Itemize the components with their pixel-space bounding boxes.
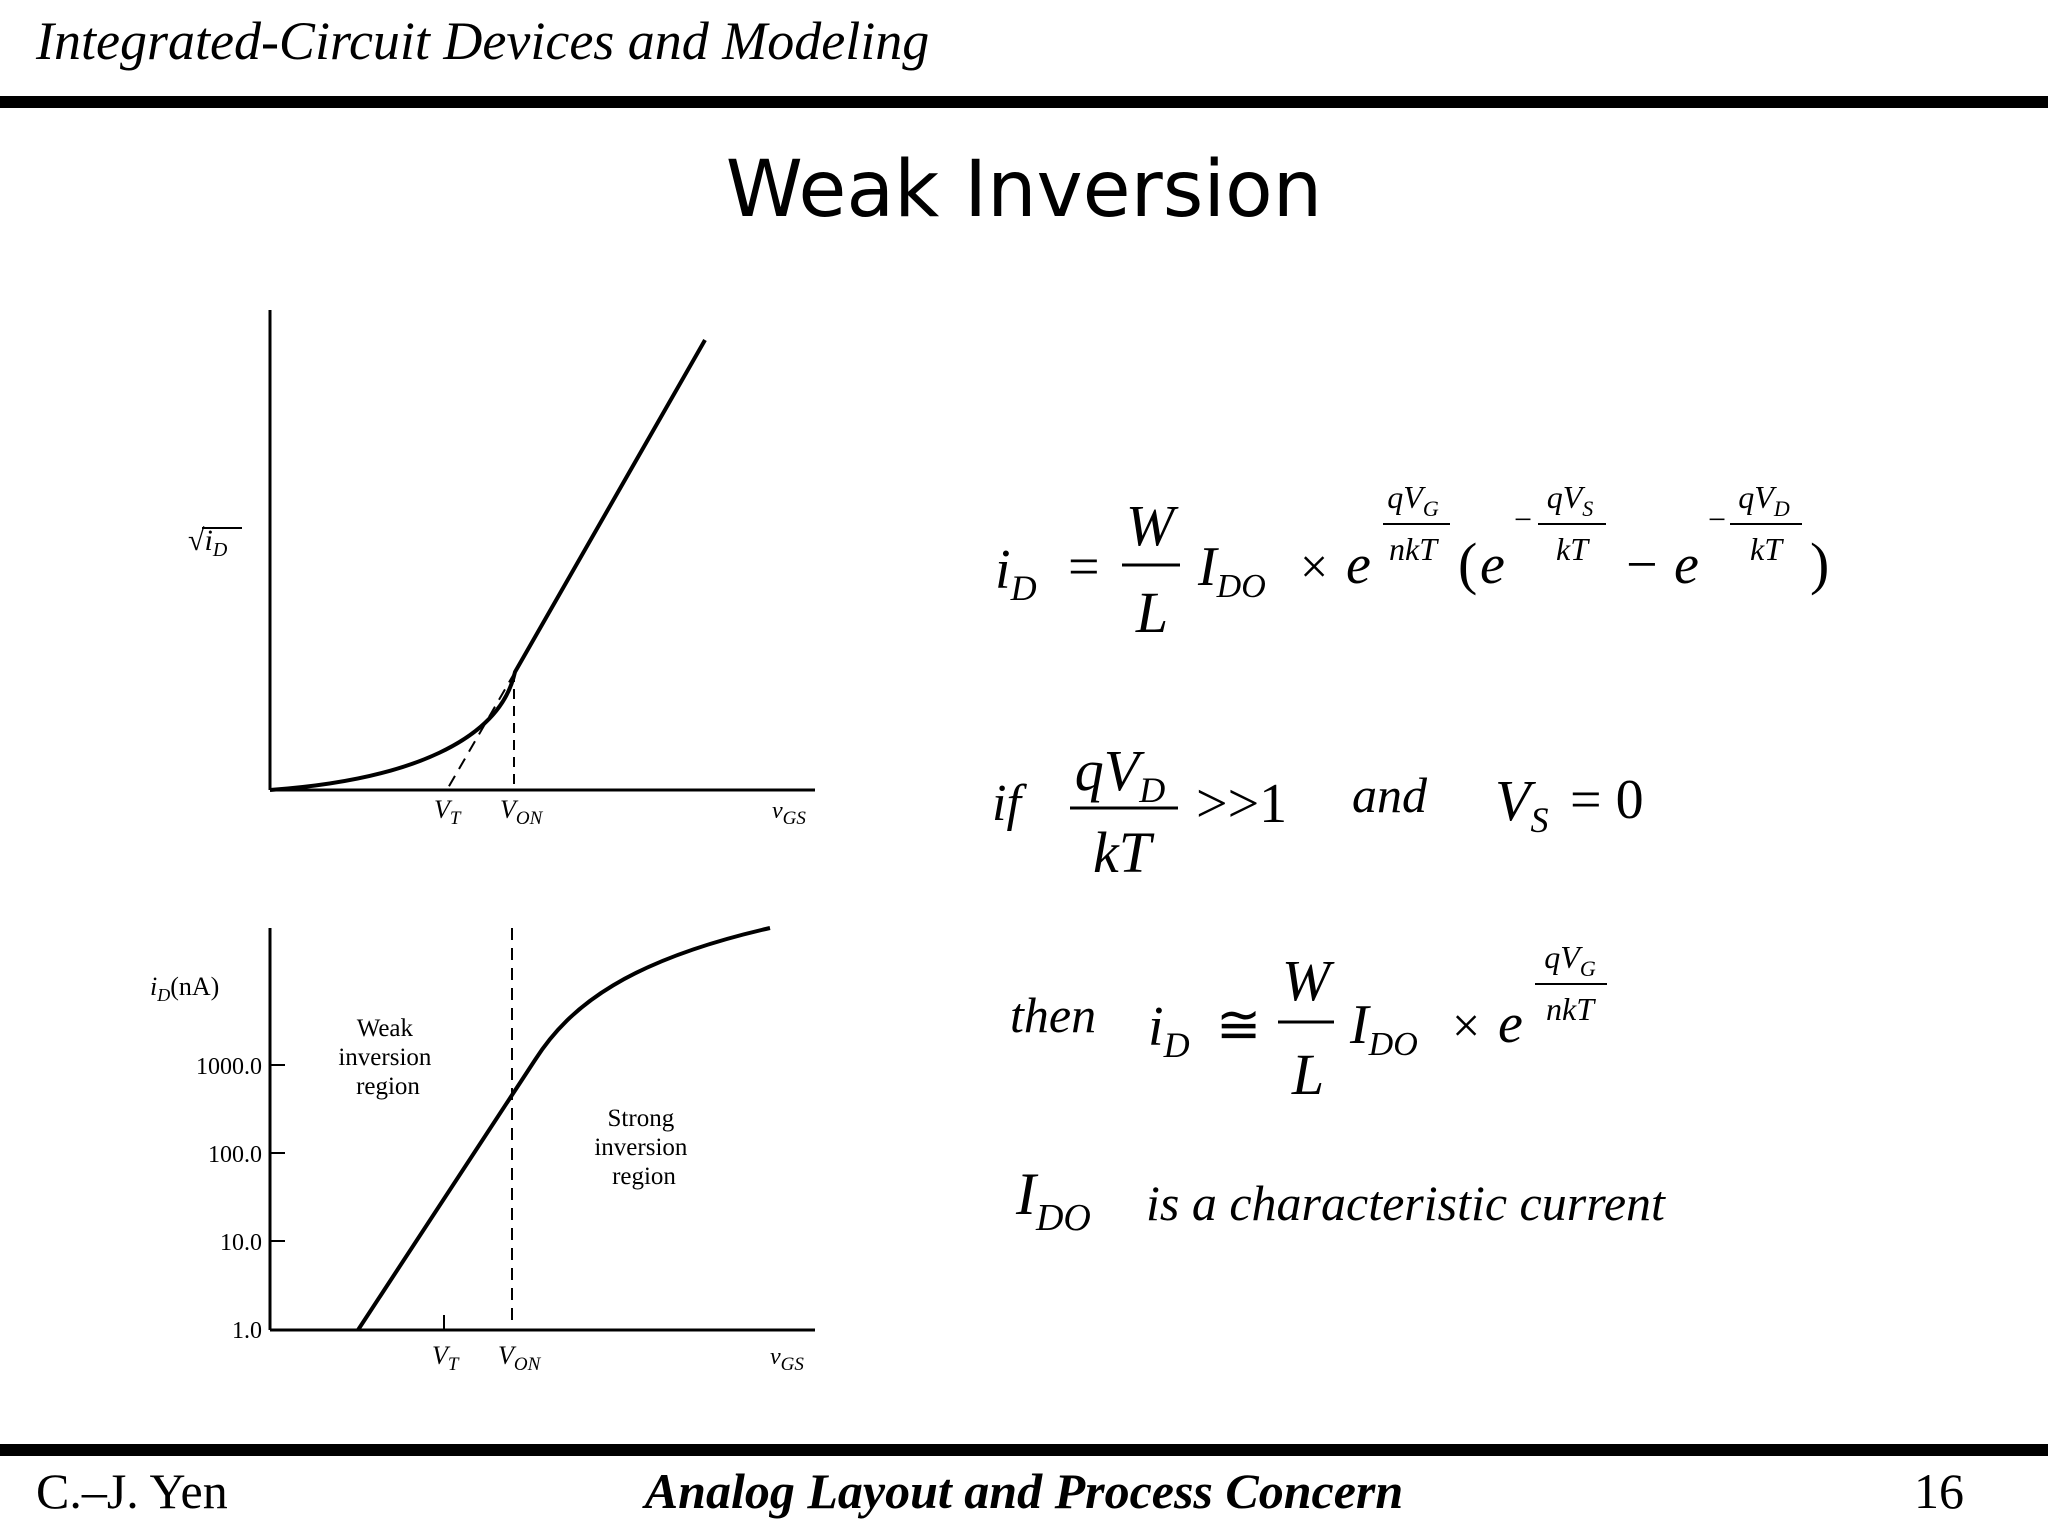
- bottom-tick-von: VON: [498, 1341, 542, 1375]
- svg-text:qVS: qVS: [1547, 479, 1594, 521]
- svg-text:L: L: [1291, 1042, 1324, 1107]
- simplified-drain-current-equation: then iD ≅ W L IDO × e qVG nkT: [1010, 939, 1607, 1107]
- course-header: Integrated-Circuit Devices and Modeling: [36, 11, 930, 71]
- svg-text:e: e: [1480, 534, 1505, 596]
- svg-text:qVG: qVG: [1387, 479, 1439, 521]
- top-tick-von: VON: [500, 795, 544, 829]
- svg-text:L: L: [1135, 580, 1168, 645]
- bottom-tick-vt: VT: [432, 1341, 460, 1375]
- log-id-curve: [356, 926, 771, 1332]
- bottom-rule: [0, 1444, 2048, 1456]
- svg-text:= 0: = 0: [1570, 769, 1644, 831]
- weak-region-label: Weak inversion region: [338, 1015, 437, 1100]
- log-id-plot: iD(nA) 1000.0 100.0 10.0 1.0 Weak invers…: [150, 926, 815, 1375]
- svg-text:W: W: [1126, 493, 1179, 558]
- svg-text:and: and: [1352, 767, 1428, 823]
- svg-text:iD: iD: [1148, 996, 1190, 1065]
- strong-region-label: Strong inversion region: [594, 1105, 693, 1190]
- svg-text:qVD: qVD: [1738, 479, 1790, 521]
- svg-text:kT: kT: [1750, 531, 1784, 567]
- drain-current-equation: iD = W L IDO × e qVG nkT ( e − qVS kT − …: [995, 479, 1829, 645]
- svg-text:nkT: nkT: [1389, 531, 1439, 567]
- slide-title: Weak Inversion: [725, 145, 1323, 235]
- svg-text:>>1: >>1: [1196, 773, 1287, 835]
- bottom-ylabel: iD(nA): [150, 972, 219, 1005]
- ytick-1: 1.0: [232, 1318, 262, 1344]
- device-characteristics-figure: √iD VT VON vGS iD(nA) 1000.0 100.0 10.0 …: [150, 310, 815, 1375]
- svg-text:=: =: [1068, 536, 1100, 598]
- bottom-tick-vgs: vGS: [770, 1344, 804, 1375]
- svg-text:qVD: qVD: [1075, 738, 1165, 810]
- ytick-10: 10.0: [220, 1230, 262, 1256]
- svg-text:nkT: nkT: [1546, 991, 1596, 1027]
- top-rule: [0, 96, 2048, 108]
- svg-text:): ): [1810, 531, 1829, 596]
- svg-text:W: W: [1282, 948, 1335, 1013]
- weak-inversion-condition: if qVD kT >>1 and VS = 0: [992, 738, 1644, 885]
- svg-text:e: e: [1498, 993, 1523, 1055]
- ytick-100: 100.0: [208, 1142, 262, 1168]
- author: C.–J. Yen: [36, 1463, 228, 1519]
- svg-text:qVG: qVG: [1544, 939, 1596, 981]
- svg-text:e: e: [1346, 534, 1371, 596]
- svg-text:−: −: [1514, 501, 1532, 537]
- footer-title: Analog Layout and Process Concern: [644, 1463, 1404, 1519]
- top-ylabel: √iD: [188, 524, 228, 561]
- svg-text:(: (: [1458, 531, 1477, 596]
- svg-text:IDO: IDO: [1015, 1161, 1091, 1239]
- svg-text:is a characteristic current: is a characteristic current: [1146, 1175, 1666, 1231]
- svg-text:iD: iD: [995, 539, 1037, 608]
- ido-note: IDO is a characteristic current: [1015, 1161, 1666, 1239]
- vt-extrapolation-line: [447, 671, 516, 789]
- svg-text:kT: kT: [1093, 820, 1155, 885]
- svg-text:kT: kT: [1556, 531, 1590, 567]
- svg-text:−: −: [1708, 501, 1726, 537]
- svg-text:VS: VS: [1495, 768, 1548, 840]
- svg-text:then: then: [1010, 987, 1096, 1043]
- svg-text:e: e: [1674, 534, 1699, 596]
- svg-text:×: ×: [1452, 997, 1480, 1053]
- svg-text:−: −: [1626, 534, 1658, 596]
- sqrt-id-plot: √iD VT VON vGS: [188, 310, 815, 829]
- svg-text:IDO: IDO: [1197, 536, 1266, 605]
- svg-text:×: ×: [1300, 538, 1328, 594]
- page-number: 16: [1914, 1463, 1964, 1519]
- svg-text:≅: ≅: [1216, 995, 1261, 1055]
- svg-text:if: if: [992, 775, 1027, 832]
- sqrt-id-curve: [269, 339, 707, 792]
- ytick-1000: 1000.0: [196, 1054, 262, 1080]
- top-tick-vgs: vGS: [772, 798, 806, 829]
- svg-text:IDO: IDO: [1349, 994, 1418, 1063]
- top-tick-vt: VT: [434, 795, 462, 829]
